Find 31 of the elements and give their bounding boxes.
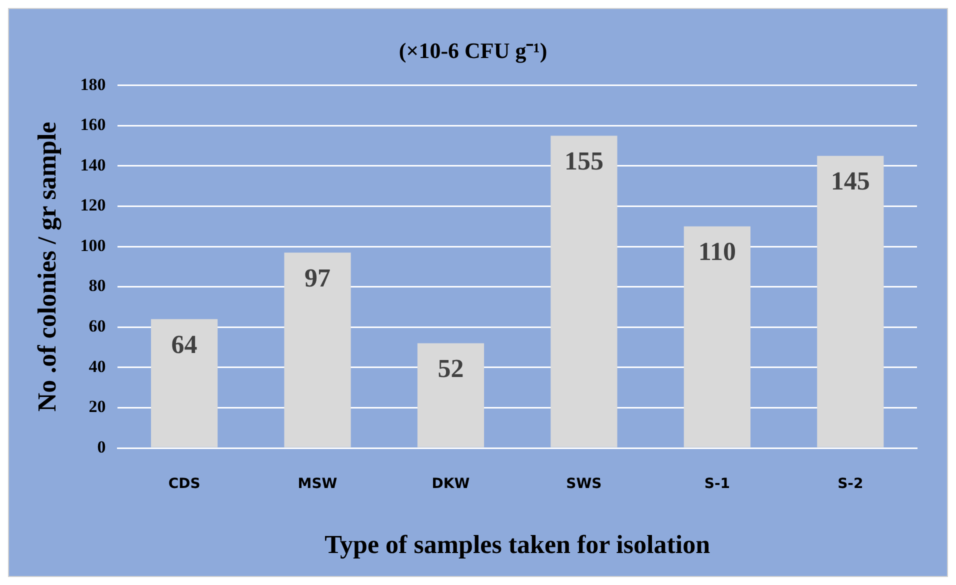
bar (151, 319, 218, 448)
y-tick-label: 20 (88, 397, 106, 416)
x-tick-label: SWS (566, 476, 602, 492)
x-tick-label: S-2 (838, 476, 864, 492)
data-label: 145 (830, 166, 870, 196)
y-tick-label: 60 (88, 316, 106, 336)
bar (284, 252, 351, 448)
y-tick-label: 40 (88, 356, 106, 376)
y-axis-title: No .of colonies / gr sample (32, 122, 62, 412)
y-tick-label: 100 (80, 236, 106, 255)
y-tick-label: 140 (80, 155, 106, 174)
bar (684, 226, 750, 448)
x-tick-label: DKW (432, 476, 470, 492)
x-tick-label: S-1 (704, 476, 730, 492)
data-label: 110 (698, 237, 736, 266)
bar (550, 136, 618, 448)
y-tick-label: 80 (88, 276, 106, 296)
x-tick-label: CDS (168, 476, 200, 492)
data-label: 52 (438, 354, 464, 383)
y-tick-label: 160 (80, 115, 106, 134)
data-label: 64 (171, 330, 198, 359)
data-label: 155 (564, 146, 604, 176)
y-tick-label: 180 (80, 74, 106, 94)
data-label: 97 (304, 263, 331, 292)
y-tick-label: 0 (97, 437, 106, 456)
chart-title: (×10-6 CFU g⁻¹) (398, 38, 548, 63)
bar (817, 156, 884, 448)
bar (417, 343, 484, 448)
x-axis-title: Type of samples taken for isolation (324, 530, 711, 560)
y-tick-label: 120 (80, 196, 106, 215)
x-tick-label: MSW (298, 476, 338, 492)
